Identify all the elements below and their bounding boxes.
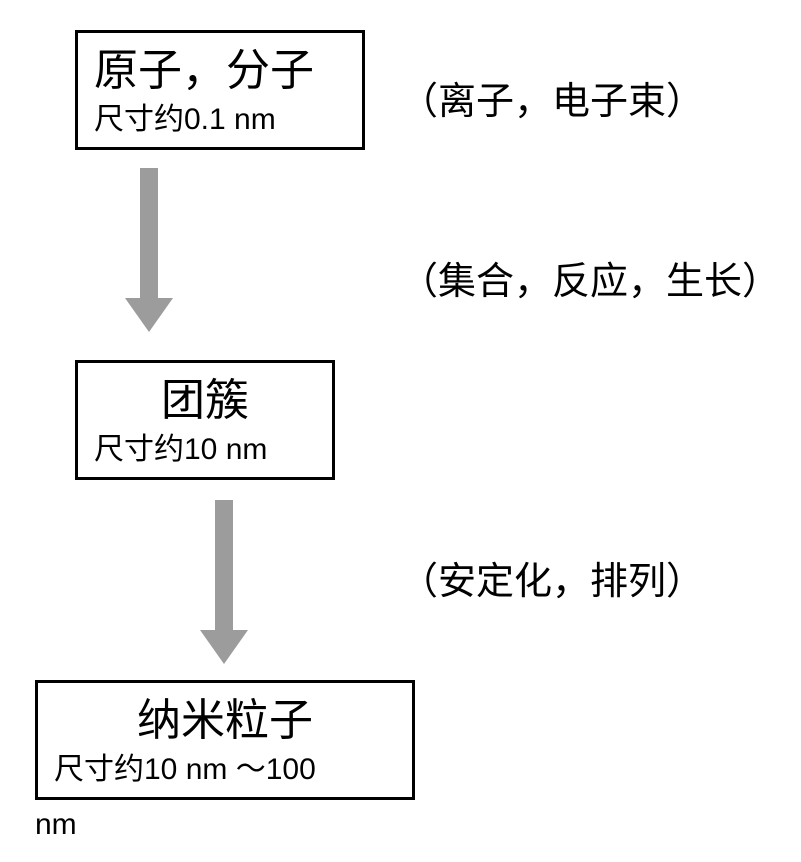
node-title: 团簇 [94, 377, 316, 425]
node-sub-overflow: nm [35, 808, 77, 842]
flow-node-atoms: 原子，分子 尺寸约0.1 nm [75, 30, 365, 150]
node-title: 纳米粒子 [54, 697, 396, 745]
annotation-stabilize: （安定化，排列） [400, 550, 704, 605]
node-sub: 尺寸约0.1 nm [94, 103, 346, 136]
arrow-atoms-to-cluster [125, 168, 173, 332]
flow-node-cluster: 团簇 尺寸约10 nm [75, 360, 335, 480]
arrow-head [125, 298, 173, 332]
flow-node-nanoparticle: 纳米粒子 尺寸约10 nm ～100 [35, 680, 415, 800]
arrow-head [200, 630, 248, 664]
annotation-ions: （离子，电子束） [400, 70, 704, 125]
node-sub: 尺寸约10 nm [94, 433, 316, 466]
node-title: 原子，分子 [94, 47, 346, 95]
annotation-aggregate: （集合，反应，生长） [400, 250, 780, 305]
arrow-cluster-to-nanoparticle [200, 500, 248, 664]
node-sub: 尺寸约10 nm ～100 [54, 753, 396, 786]
arrow-shaft [140, 168, 158, 298]
arrow-shaft [215, 500, 233, 630]
